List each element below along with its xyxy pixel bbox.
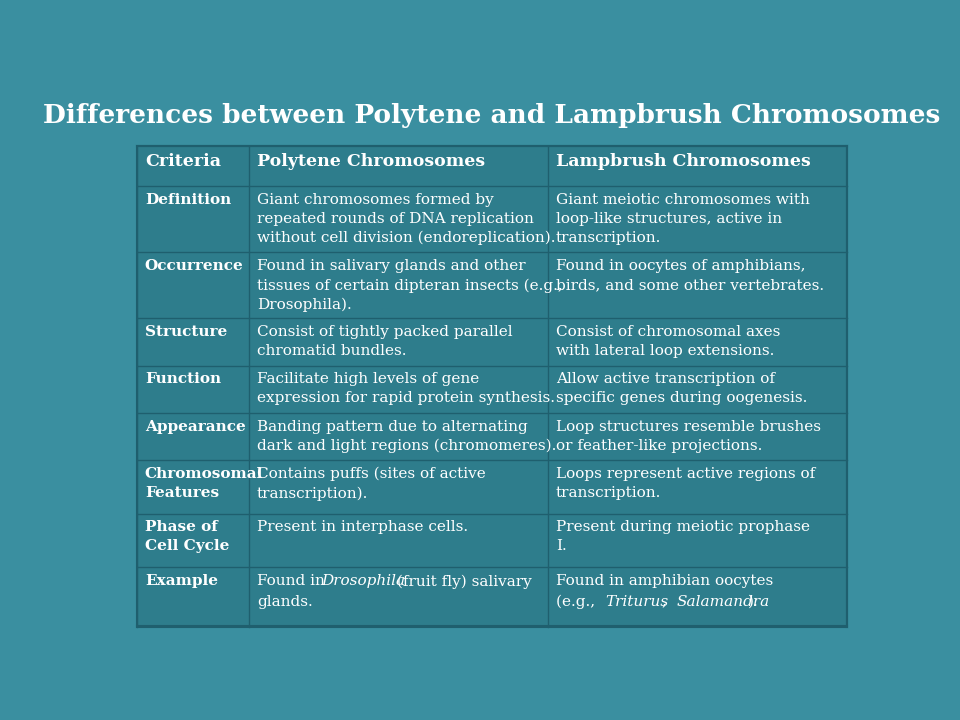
- Text: Giant meiotic chromosomes with
loop-like structures, active in
transcription.: Giant meiotic chromosomes with loop-like…: [556, 193, 809, 245]
- Text: Occurrence: Occurrence: [145, 259, 244, 273]
- Text: Giant chromosomes formed by
repeated rounds of DNA replication
without cell divi: Giant chromosomes formed by repeated rou…: [257, 193, 556, 246]
- Text: (e.g.,: (e.g.,: [556, 595, 600, 609]
- Text: Phase of
Cell Cycle: Phase of Cell Cycle: [145, 521, 229, 554]
- Text: (fruit fly) salivary: (fruit fly) salivary: [392, 575, 532, 589]
- Text: Facilitate high levels of gene
expression for rapid protein synthesis.: Facilitate high levels of gene expressio…: [257, 372, 555, 405]
- Text: Salamandra: Salamandra: [677, 595, 770, 608]
- Text: Consist of tightly packed parallel
chromatid bundles.: Consist of tightly packed parallel chrom…: [257, 325, 513, 359]
- Text: Triturus: Triturus: [606, 595, 669, 608]
- Text: glands.: glands.: [257, 595, 313, 608]
- Text: Structure: Structure: [145, 325, 228, 339]
- Bar: [137, 146, 847, 627]
- Text: Found in oocytes of amphibians,
birds, and some other vertebrates.: Found in oocytes of amphibians, birds, a…: [556, 259, 824, 292]
- Text: Example: Example: [145, 575, 218, 588]
- Text: Contains puffs (sites of active
transcription).: Contains puffs (sites of active transcri…: [257, 467, 486, 500]
- Text: Appearance: Appearance: [145, 420, 246, 433]
- Text: Differences between Polytene and Lampbrush Chromosomes: Differences between Polytene and Lampbru…: [43, 103, 941, 128]
- Text: Lampbrush Chromosomes: Lampbrush Chromosomes: [556, 153, 810, 171]
- Text: Drosophila: Drosophila: [321, 575, 405, 588]
- Text: Consist of chromosomal axes
with lateral loop extensions.: Consist of chromosomal axes with lateral…: [556, 325, 780, 359]
- Text: Loops represent active regions of
transcription.: Loops represent active regions of transc…: [556, 467, 815, 500]
- Text: Definition: Definition: [145, 193, 231, 207]
- Text: Chromosomal
Features: Chromosomal Features: [145, 467, 263, 500]
- Text: Found in: Found in: [257, 575, 329, 588]
- Text: Found in salivary glands and other
tissues of certain dipteran insects (e.g.,
Dr: Found in salivary glands and other tissu…: [257, 259, 563, 312]
- Text: Polytene Chromosomes: Polytene Chromosomes: [257, 153, 485, 171]
- Text: Found in amphibian oocytes: Found in amphibian oocytes: [556, 575, 773, 588]
- Text: ).: ).: [748, 595, 758, 608]
- Text: Banding pattern due to alternating
dark and light regions (chromomeres).: Banding pattern due to alternating dark …: [257, 420, 557, 453]
- Text: Present in interphase cells.: Present in interphase cells.: [257, 521, 468, 534]
- Text: Present during meiotic prophase
I.: Present during meiotic prophase I.: [556, 521, 810, 554]
- Text: Function: Function: [145, 372, 221, 387]
- Text: ,: ,: [662, 595, 672, 608]
- Text: Loop structures resemble brushes
or feather-like projections.: Loop structures resemble brushes or feat…: [556, 420, 821, 453]
- Text: Criteria: Criteria: [145, 153, 221, 171]
- Text: Allow active transcription of
specific genes during oogenesis.: Allow active transcription of specific g…: [556, 372, 807, 405]
